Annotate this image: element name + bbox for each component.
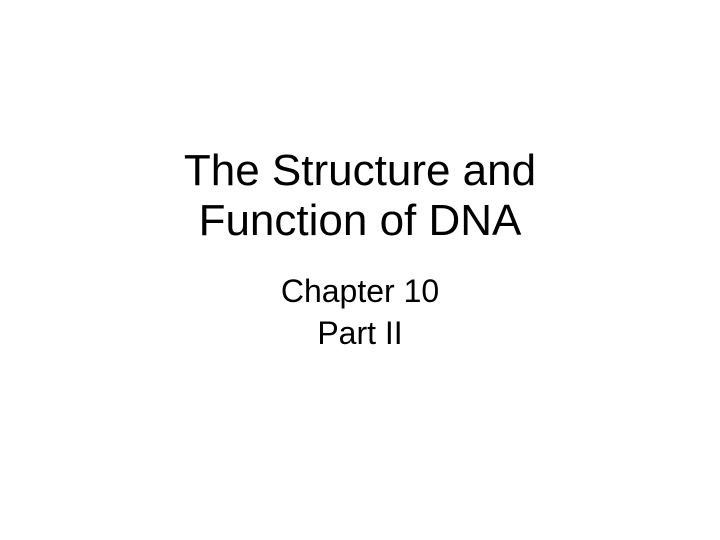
slide-subtitle: Chapter 10 Part II: [184, 271, 536, 354]
slide-content: The Structure and Function of DNA Chapte…: [184, 146, 536, 354]
title-line-2: Function of DNA: [199, 196, 522, 245]
subtitle-line-2: Part II: [184, 313, 536, 355]
subtitle-line-1: Chapter 10: [184, 271, 536, 313]
title-line-1: The Structure and: [184, 146, 536, 195]
slide-title: The Structure and Function of DNA: [184, 146, 536, 247]
